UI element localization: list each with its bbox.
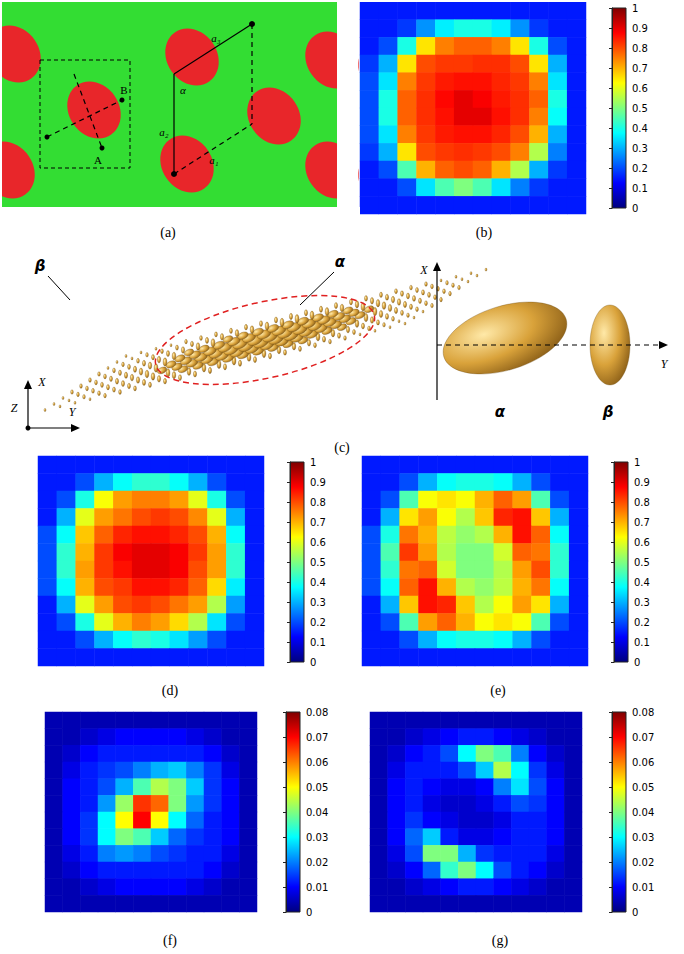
svg-text:a₃: a₃	[211, 32, 221, 44]
svg-text:0.01: 0.01	[306, 882, 328, 893]
svg-text:1: 1	[632, 3, 638, 14]
svg-text:0.8: 0.8	[310, 497, 326, 508]
svg-text:0.07: 0.07	[632, 732, 654, 743]
svg-text:(b): (b)	[476, 225, 493, 241]
svg-text:0: 0	[632, 907, 638, 918]
svg-text:0.01: 0.01	[632, 882, 654, 893]
svg-text:0.03: 0.03	[306, 832, 328, 843]
svg-text:α: α	[180, 84, 186, 96]
svg-text:0.5: 0.5	[632, 103, 648, 114]
svg-text:Y: Y	[69, 405, 77, 419]
svg-text:0.3: 0.3	[632, 143, 648, 154]
svg-text:(c): (c)	[334, 440, 350, 456]
svg-text:0.9: 0.9	[634, 477, 650, 488]
svg-text:0.05: 0.05	[306, 782, 328, 793]
svg-text:0.7: 0.7	[632, 63, 648, 74]
svg-text:0.2: 0.2	[634, 617, 650, 628]
svg-text:0.07: 0.07	[306, 732, 328, 743]
svg-text:B: B	[120, 84, 127, 96]
svg-text:0.6: 0.6	[634, 537, 650, 548]
svg-text:0.3: 0.3	[634, 597, 650, 608]
svg-text:0.8: 0.8	[634, 497, 650, 508]
svg-text:β: β	[602, 403, 614, 421]
svg-text:0: 0	[634, 657, 640, 668]
svg-text:0.7: 0.7	[310, 517, 326, 528]
svg-text:A: A	[94, 154, 102, 166]
svg-text:0.04: 0.04	[632, 807, 654, 818]
svg-text:Z: Z	[11, 401, 18, 415]
svg-text:0.06: 0.06	[632, 757, 654, 768]
svg-text:α: α	[335, 253, 346, 271]
svg-text:Y: Y	[661, 357, 669, 371]
svg-text:0.04: 0.04	[306, 807, 328, 818]
svg-text:0.9: 0.9	[310, 477, 326, 488]
svg-text:X: X	[419, 263, 428, 277]
svg-text:(f): (f)	[163, 933, 177, 949]
svg-text:0.02: 0.02	[306, 857, 328, 868]
svg-text:0.1: 0.1	[632, 183, 648, 194]
svg-text:0: 0	[310, 657, 316, 668]
svg-text:(d): (d)	[162, 683, 179, 699]
svg-text:0.03: 0.03	[632, 832, 654, 843]
svg-text:a₁: a₁	[209, 154, 219, 166]
svg-text:0: 0	[632, 203, 638, 214]
svg-text:0.2: 0.2	[632, 163, 648, 174]
svg-text:0.5: 0.5	[310, 557, 326, 568]
svg-text:0.08: 0.08	[306, 707, 328, 718]
svg-text:0.6: 0.6	[310, 537, 326, 548]
svg-text:0.08: 0.08	[632, 707, 654, 718]
svg-text:0.6: 0.6	[632, 83, 648, 94]
svg-text:0.1: 0.1	[634, 637, 650, 648]
svg-text:a₂: a₂	[159, 126, 169, 138]
svg-text:0.5: 0.5	[634, 557, 650, 568]
svg-text:(g): (g)	[492, 933, 509, 949]
svg-text:0.1: 0.1	[310, 637, 326, 648]
svg-text:0.02: 0.02	[632, 857, 654, 868]
svg-text:0.7: 0.7	[634, 517, 650, 528]
svg-text:1: 1	[310, 457, 316, 468]
svg-text:1: 1	[634, 457, 640, 468]
svg-text:(e): (e)	[490, 683, 506, 699]
svg-text:0.4: 0.4	[310, 577, 326, 588]
svg-text:0: 0	[306, 907, 312, 918]
svg-text:(a): (a)	[160, 225, 176, 241]
svg-text:0.05: 0.05	[632, 782, 654, 793]
svg-text:0.06: 0.06	[306, 757, 328, 768]
svg-text:α: α	[495, 403, 506, 421]
svg-text:β: β	[34, 257, 46, 275]
svg-text:0.9: 0.9	[632, 23, 648, 34]
svg-text:0.8: 0.8	[632, 43, 648, 54]
svg-text:0.3: 0.3	[310, 597, 326, 608]
svg-text:0.4: 0.4	[634, 577, 650, 588]
svg-text:X: X	[37, 375, 46, 389]
svg-text:0.2: 0.2	[310, 617, 326, 628]
svg-text:0.4: 0.4	[632, 123, 648, 134]
